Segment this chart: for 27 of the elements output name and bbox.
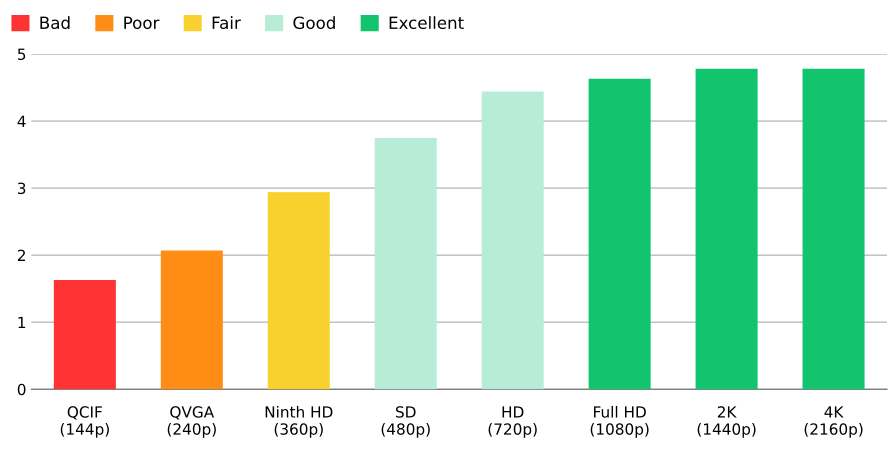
y-tick-label: 5 (18, 48, 26, 60)
x-tick-label: QVGA (240p) (168, 406, 216, 438)
x-tick-label: 4K (2160p) (804, 406, 862, 438)
y-tick-label: 1 (18, 316, 26, 328)
y-tick-label: 3 (18, 182, 26, 194)
bar (588, 78, 651, 390)
legend-label: Fair (212, 16, 241, 30)
x-tick-label: QCIF (144p) (60, 406, 109, 438)
bar (54, 280, 116, 390)
x-tick-label: SD (480p) (382, 406, 430, 438)
y-tick-label: 0 (18, 384, 26, 396)
bar (696, 68, 758, 390)
bar (160, 250, 223, 390)
bar (802, 68, 865, 390)
x-tick-label: Full HD (1080p) (590, 406, 649, 438)
x-tick-label: 2K (1440p) (698, 406, 756, 438)
legend-label: Excellent (390, 16, 464, 30)
legend-label: Poor (124, 16, 160, 30)
legend-label: Good (293, 16, 335, 30)
bar (268, 192, 330, 390)
x-tick-label: Ninth HD (360p) (266, 406, 332, 438)
legend-label: Bad (40, 16, 70, 30)
y-tick-label: 4 (18, 116, 26, 127)
x-tick-label: HD (720p) (488, 406, 537, 438)
bar (482, 92, 544, 390)
bar (374, 138, 437, 390)
y-tick-label: 2 (18, 250, 25, 261)
